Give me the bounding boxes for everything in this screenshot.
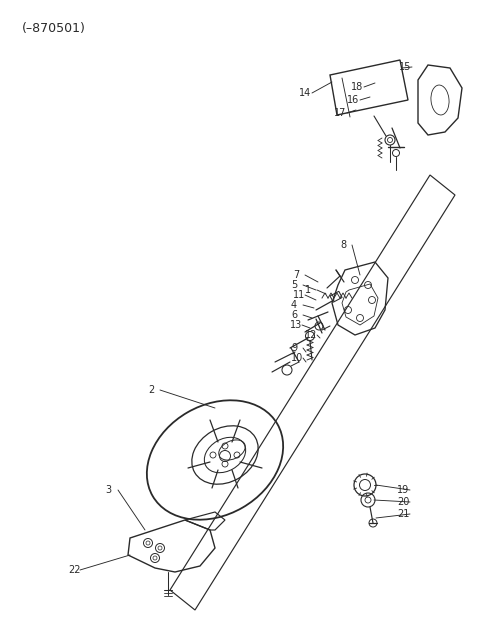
Text: 1: 1 — [305, 285, 311, 295]
Text: 9: 9 — [291, 343, 297, 353]
Text: 21: 21 — [397, 509, 409, 519]
Text: 22: 22 — [68, 565, 81, 575]
Text: (–870501): (–870501) — [22, 22, 86, 35]
Text: 2: 2 — [148, 385, 154, 395]
Text: 5: 5 — [291, 280, 297, 290]
Text: 10: 10 — [291, 353, 303, 363]
Text: 15: 15 — [399, 62, 411, 72]
Text: 16: 16 — [347, 95, 359, 105]
Text: 7: 7 — [293, 270, 299, 280]
Text: 19: 19 — [397, 485, 409, 495]
Text: 4: 4 — [291, 300, 297, 310]
Text: 6: 6 — [291, 310, 297, 320]
Text: 20: 20 — [397, 497, 409, 507]
Text: 14: 14 — [299, 88, 311, 98]
Text: 17: 17 — [334, 108, 347, 118]
Text: 18: 18 — [351, 82, 363, 92]
Text: 3: 3 — [105, 485, 111, 495]
Text: 8: 8 — [340, 240, 346, 250]
Text: 13: 13 — [290, 320, 302, 330]
Text: 12: 12 — [305, 330, 317, 340]
Bar — [330, 291, 342, 302]
Text: 11: 11 — [293, 290, 305, 300]
